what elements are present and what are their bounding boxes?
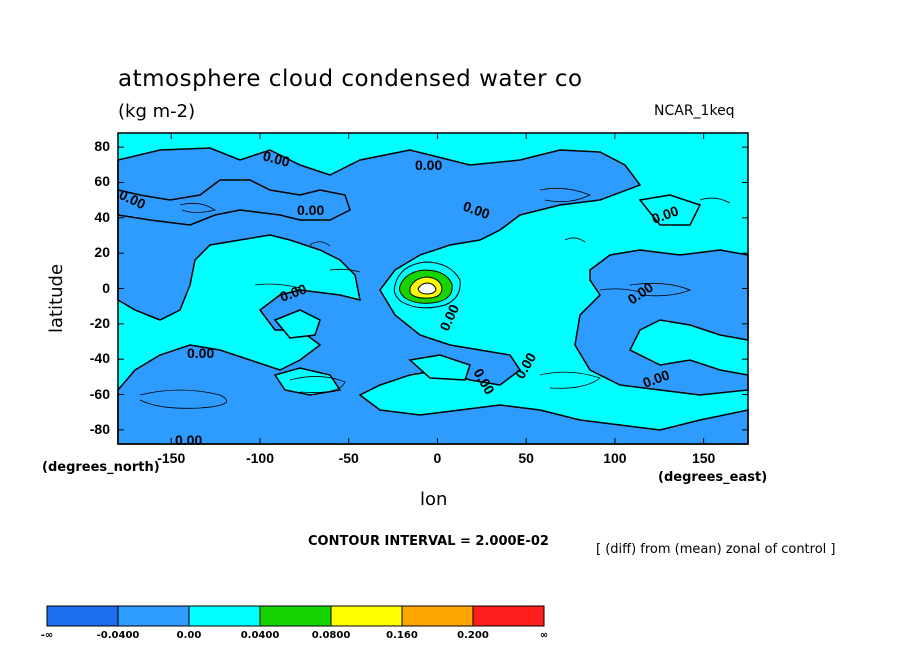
contour-region-north bbox=[117, 147, 749, 445]
colorbar-swatch bbox=[401, 605, 474, 627]
colorbar-label: 0.160 bbox=[386, 630, 418, 641]
colorbar-swatch bbox=[472, 605, 545, 627]
colorbar-swatch bbox=[46, 605, 119, 627]
colorbar-swatch bbox=[188, 605, 261, 627]
chart-title: atmosphere cloud condensed water co bbox=[118, 66, 583, 92]
x-axis-units: (degrees_east) bbox=[658, 470, 768, 485]
colorbar bbox=[46, 605, 545, 627]
x-tick-label: 150 bbox=[691, 450, 716, 466]
y-tick-label: 0 bbox=[102, 279, 110, 296]
contour-label: 0.00 bbox=[415, 157, 442, 173]
y-tick-label: 40 bbox=[94, 208, 110, 225]
x-tick-label: 100 bbox=[603, 450, 627, 466]
x-tick-label: 50 bbox=[518, 450, 534, 466]
y-tick-label: 80 bbox=[94, 138, 110, 155]
colorbar-label: 0.0800 bbox=[311, 630, 351, 641]
contour-positive-outer bbox=[393, 261, 461, 309]
colorbar-swatch bbox=[330, 605, 403, 627]
tick-marks bbox=[118, 133, 748, 444]
contour-region-east bbox=[574, 249, 749, 396]
colorbar-swatch bbox=[259, 605, 332, 627]
contour-label: 0.00 bbox=[261, 147, 292, 170]
contour-island-1 bbox=[273, 309, 321, 339]
y-axis-label: latitude bbox=[46, 263, 68, 334]
contour-island-3 bbox=[408, 354, 471, 381]
model-name: NCAR_1keq bbox=[654, 103, 735, 119]
colorbar-label: 0.0400 bbox=[240, 630, 280, 641]
y-tick-label: -60 bbox=[89, 385, 110, 402]
contour-label: 0.00 bbox=[297, 202, 324, 218]
y-tick-label: -80 bbox=[89, 420, 110, 437]
x-tick-label: 0 bbox=[433, 450, 442, 466]
x-tick-label: -150 bbox=[157, 450, 186, 466]
comparison-note: [ (diff) from (mean) zonal of control ] bbox=[596, 542, 836, 557]
thin-contours bbox=[139, 187, 731, 409]
chart-units: (kg m-2) bbox=[118, 101, 196, 122]
cyan-islands bbox=[273, 194, 702, 396]
y-axis-units: (degrees_north) bbox=[42, 460, 160, 475]
colorbar-label: -0.0400 bbox=[96, 630, 140, 641]
central-maximum bbox=[393, 261, 461, 309]
contour-region-upper bbox=[117, 179, 351, 226]
colorbar-swatch bbox=[117, 605, 190, 627]
contour-label: 0.00 bbox=[175, 432, 202, 448]
colorbar-label: 0.00 bbox=[176, 630, 202, 641]
x-axis-label: lon bbox=[420, 489, 448, 510]
contour-island-4 bbox=[638, 194, 702, 226]
negative-regions bbox=[117, 147, 749, 445]
x-tick-label: -50 bbox=[338, 450, 359, 466]
contour-interval: CONTOUR INTERVAL = 2.000E-02 bbox=[308, 534, 549, 549]
colorbar-label: ∞ bbox=[539, 630, 549, 641]
contour-label: 0.00 bbox=[187, 345, 214, 361]
colorbar-label: -∞ bbox=[40, 630, 54, 641]
x-tick-label: -100 bbox=[245, 450, 274, 466]
colorbar-label: 0.200 bbox=[457, 630, 489, 641]
y-tick-label: 20 bbox=[94, 244, 110, 261]
contour-island-2 bbox=[273, 367, 342, 396]
y-tick-label: 60 bbox=[94, 173, 110, 190]
y-tick-label: -20 bbox=[89, 314, 110, 331]
y-tick-label: -40 bbox=[89, 350, 110, 367]
contour-inner bbox=[417, 282, 437, 295]
